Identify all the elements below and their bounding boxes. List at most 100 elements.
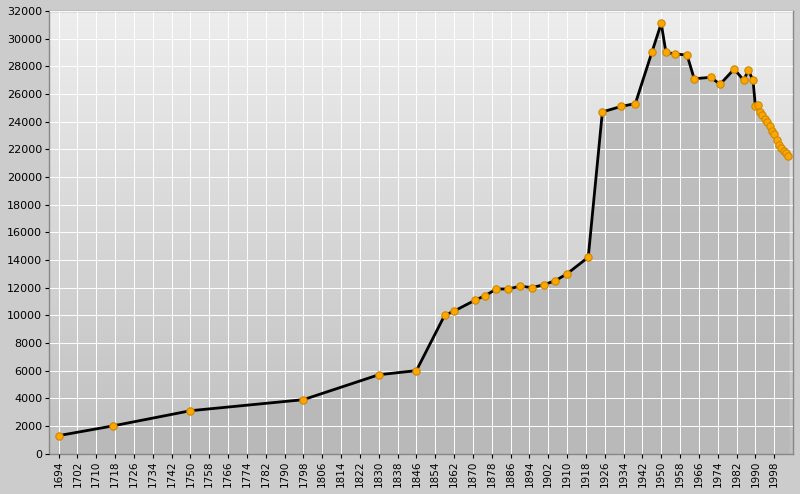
Bar: [49, 331, 793, 332]
Bar: [49, 267, 793, 269]
Bar: [49, 82, 793, 83]
Bar: [49, 73, 793, 75]
Point: [52, 432, 65, 440]
Bar: [49, 326, 793, 328]
Bar: [49, 315, 793, 317]
Point: [738, 76, 750, 84]
Point: [770, 136, 783, 144]
Point: [773, 141, 786, 149]
Bar: [49, 366, 793, 367]
Point: [761, 118, 774, 125]
Bar: [49, 218, 793, 220]
Bar: [49, 415, 793, 417]
Bar: [49, 346, 793, 348]
Bar: [49, 414, 793, 415]
Bar: [49, 13, 793, 14]
Bar: [49, 274, 793, 276]
Bar: [49, 134, 793, 135]
Bar: [49, 58, 793, 59]
Bar: [49, 41, 793, 42]
Bar: [49, 11, 793, 13]
Point: [779, 150, 792, 158]
Point: [766, 127, 778, 135]
Bar: [49, 148, 793, 149]
Bar: [49, 402, 793, 404]
Bar: [49, 23, 793, 25]
Bar: [49, 407, 793, 409]
Bar: [49, 256, 793, 258]
Bar: [49, 424, 793, 426]
Bar: [49, 194, 793, 196]
Bar: [49, 34, 793, 35]
Bar: [49, 376, 793, 377]
Bar: [49, 47, 793, 49]
Point: [596, 108, 609, 116]
Point: [728, 65, 741, 73]
Bar: [49, 85, 793, 87]
Bar: [49, 314, 793, 315]
Bar: [49, 94, 793, 96]
Bar: [49, 160, 793, 162]
Bar: [49, 270, 793, 272]
Bar: [49, 117, 793, 118]
Bar: [49, 87, 793, 89]
Bar: [49, 438, 793, 440]
Bar: [49, 269, 793, 270]
Bar: [49, 225, 793, 227]
Bar: [49, 343, 793, 345]
Bar: [49, 205, 793, 206]
Bar: [49, 59, 793, 61]
Bar: [49, 239, 793, 241]
Bar: [49, 101, 793, 103]
Bar: [49, 65, 793, 66]
Bar: [49, 172, 793, 173]
Bar: [49, 99, 793, 101]
Point: [782, 152, 794, 160]
Bar: [49, 61, 793, 63]
Point: [448, 307, 461, 315]
Point: [768, 130, 781, 138]
Point: [754, 108, 766, 116]
Point: [742, 67, 754, 75]
Bar: [49, 106, 793, 108]
Bar: [49, 45, 793, 47]
Bar: [49, 241, 793, 243]
Bar: [49, 113, 793, 115]
Bar: [49, 445, 793, 447]
Point: [537, 281, 550, 289]
Bar: [49, 165, 793, 166]
Bar: [49, 89, 793, 90]
Bar: [49, 37, 793, 39]
Point: [704, 74, 717, 82]
Bar: [49, 263, 793, 265]
Point: [756, 111, 769, 119]
Point: [746, 76, 759, 84]
Bar: [49, 450, 793, 452]
Bar: [49, 372, 793, 374]
Bar: [49, 364, 793, 366]
Bar: [49, 440, 793, 442]
Bar: [49, 234, 793, 236]
Bar: [49, 80, 793, 82]
Point: [184, 407, 197, 414]
Bar: [49, 447, 793, 449]
Bar: [49, 428, 793, 429]
Point: [549, 277, 562, 285]
Bar: [49, 258, 793, 260]
Point: [526, 284, 538, 291]
Bar: [49, 163, 793, 165]
Bar: [49, 260, 793, 262]
Bar: [49, 400, 793, 402]
Bar: [49, 232, 793, 234]
Point: [502, 285, 514, 293]
Bar: [49, 355, 793, 357]
Bar: [49, 35, 793, 37]
Bar: [49, 370, 793, 372]
Bar: [49, 272, 793, 274]
Point: [669, 50, 682, 58]
Bar: [49, 177, 793, 179]
Bar: [49, 381, 793, 383]
Bar: [49, 39, 793, 41]
Bar: [49, 68, 793, 70]
Bar: [49, 231, 793, 232]
